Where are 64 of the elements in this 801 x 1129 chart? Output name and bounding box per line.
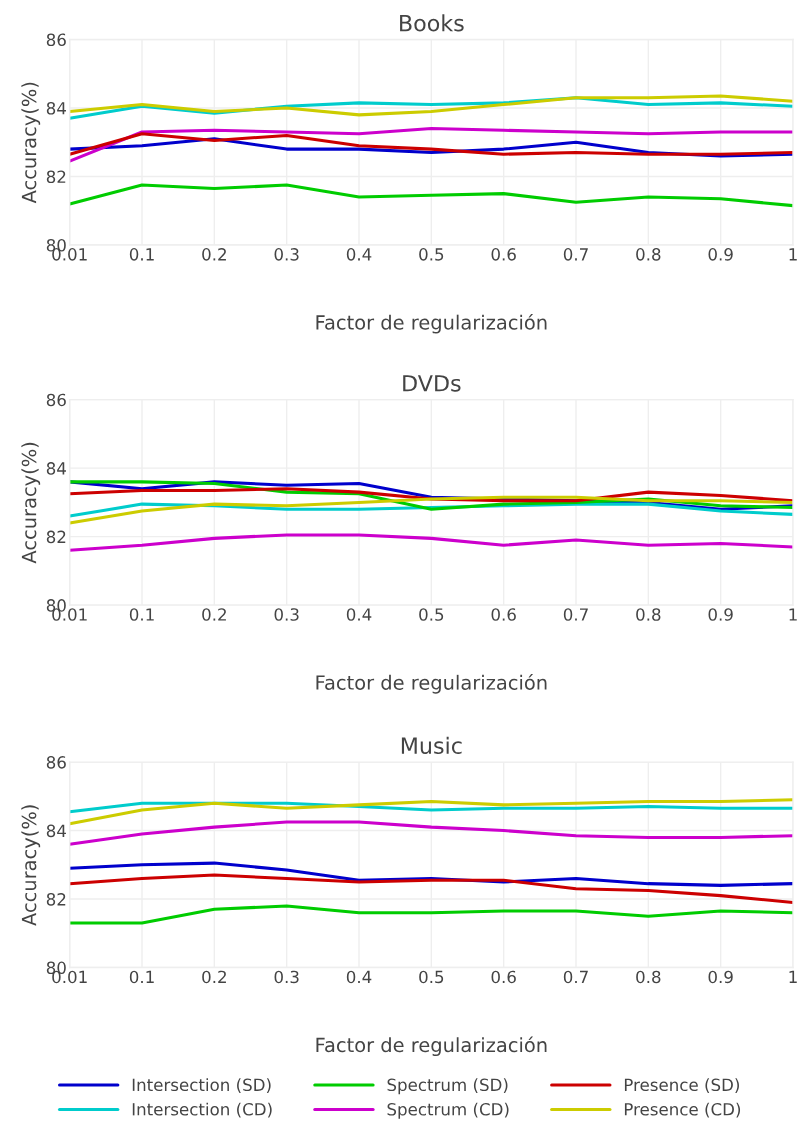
y-tick-label: 86 (46, 33, 66, 47)
y-tick-label: 86 (46, 393, 66, 407)
x-tick-label: 0.3 (274, 248, 299, 261)
x-axis-title: Factor de regularización (316, 1036, 547, 1057)
y-tick-label: 84 (46, 824, 66, 838)
legend-label: Spectrum (SD) (387, 1078, 508, 1095)
y-tick-label: 84 (46, 462, 66, 475)
line-series (69, 495, 793, 525)
x-axis-title: Factor de regularización (316, 674, 547, 694)
chart-title: DVDs (403, 375, 461, 392)
chart-title: Music (401, 736, 462, 755)
legend-label: Presence (CD) (624, 1102, 741, 1118)
x-axis-title: Factor de regularización (316, 313, 547, 334)
legend-label: Spectrum (CD) (387, 1102, 509, 1119)
x-tick-label: 0.6 (491, 248, 516, 261)
x-tick-label: 0.1 (129, 608, 154, 621)
line-series (69, 487, 793, 503)
line-series (69, 798, 793, 826)
x-tick-label: 1 (789, 970, 797, 983)
x-tick-label: 0.8 (636, 248, 661, 261)
x-tick-label: 0.1 (129, 970, 154, 984)
x-tick-label: 0.2 (202, 608, 226, 621)
x-tick-label: 0.4 (346, 608, 372, 621)
line-series (69, 127, 793, 163)
y-tick-label: 82 (46, 170, 66, 184)
x-tick-label: 0.6 (491, 970, 516, 984)
x-tick-label: 0.7 (563, 608, 588, 621)
line-series (69, 904, 793, 925)
x-tick-label: 0.9 (708, 248, 733, 261)
x-tick-label: 0.5 (419, 970, 444, 984)
x-tick-label: 0.8 (636, 970, 661, 984)
chart-title: Books (400, 14, 464, 32)
x-tick-label: 0.9 (708, 608, 733, 621)
x-tick-label: 0.5 (419, 608, 444, 621)
y-axis-title: Accuracy(%) (21, 442, 41, 564)
x-tick-label: 0.4 (346, 970, 372, 984)
y-tick-label: 84 (46, 101, 66, 115)
y-axis-title: Accuracy(%) (21, 805, 41, 926)
x-tick-label: 0.4 (346, 248, 372, 261)
y-tick-label: 86 (46, 756, 66, 769)
x-tick-label: 0.7 (563, 248, 588, 261)
x-tick-label: 0.8 (636, 608, 661, 621)
x-tick-label: 1 (789, 248, 797, 261)
x-tick-label: 0.6 (491, 608, 516, 621)
line-series (69, 533, 793, 552)
x-tick-label: 0.1 (129, 248, 154, 261)
y-tick-label: 82 (46, 893, 66, 906)
line-series (69, 873, 793, 905)
legend-label: Intersection (SD) (132, 1078, 271, 1094)
y-tick-label: 82 (46, 530, 66, 544)
line-series (69, 820, 793, 846)
x-tick-label: 0.9 (708, 970, 733, 984)
x-tick-label: 0.5 (419, 248, 444, 261)
x-tick-label: 0.7 (563, 970, 588, 984)
legend-label: Presence (SD) (624, 1078, 739, 1094)
y-axis-title: Accuracy(%) (21, 82, 41, 204)
x-tick-label: 0.2 (202, 248, 226, 261)
x-tick-label: 1 (789, 608, 797, 621)
line-series (69, 132, 793, 156)
x-tick-label: 0.3 (274, 608, 299, 621)
line-series (69, 183, 793, 208)
legend-label: Intersection (CD) (132, 1102, 272, 1118)
x-tick-label: 0.3 (274, 970, 299, 984)
x-tick-label: 0.2 (202, 970, 226, 984)
